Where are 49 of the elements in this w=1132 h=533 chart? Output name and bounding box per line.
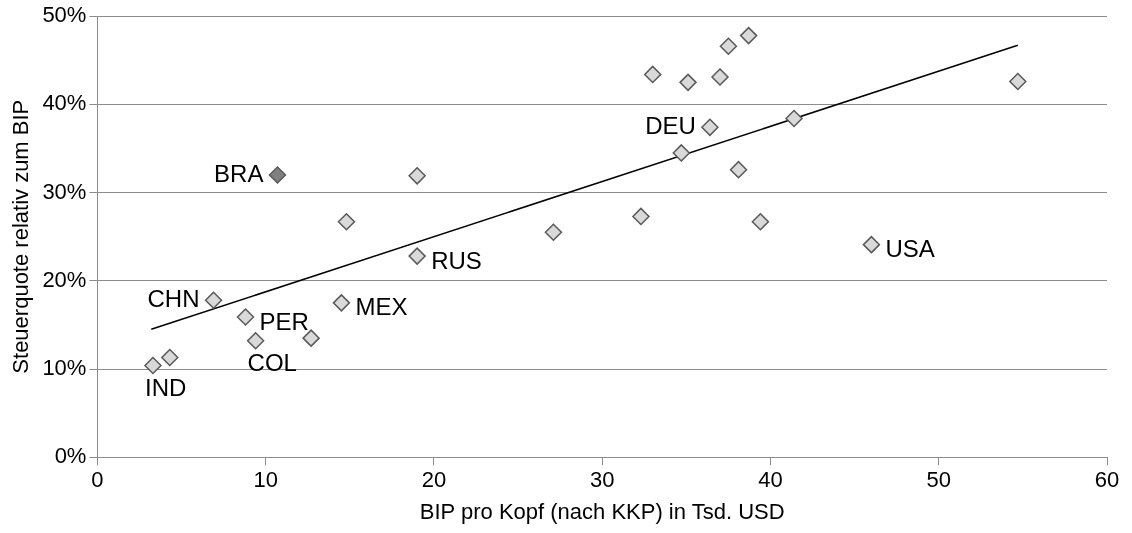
point [337, 212, 356, 231]
x-tick-label: 30 [589, 467, 615, 493]
point [544, 223, 563, 242]
annotation: RUS [431, 246, 482, 274]
point [1009, 72, 1027, 91]
point [408, 247, 426, 265]
point [739, 26, 758, 45]
point [862, 235, 881, 254]
y-tick-label: 0% [54, 443, 87, 469]
y-tick-label: 20% [42, 266, 87, 292]
point [672, 144, 691, 162]
annotation: CHN [147, 284, 200, 312]
annotation: IND [144, 374, 187, 402]
x-tick-label: 20 [421, 467, 447, 493]
x-tick-label: 40 [758, 467, 783, 493]
point [246, 332, 265, 350]
point [236, 308, 255, 326]
point [632, 207, 650, 226]
point [701, 118, 719, 137]
annotation: DEU [645, 111, 696, 139]
point [204, 291, 223, 309]
y-tick-label: 40% [42, 90, 87, 116]
x-axis-title: BIP pro Kopf (nach KKP) in Tsd. USD [419, 498, 785, 524]
point [302, 329, 320, 347]
annotation: MEX [355, 293, 408, 321]
y-axis-title: Steuerquote relativ zum BIP [8, 99, 34, 374]
y-tick-label: 30% [42, 178, 87, 204]
annotation: BRA [214, 159, 264, 187]
point [729, 160, 748, 179]
point [643, 65, 662, 84]
annotation: USA [885, 235, 935, 263]
annotation: COL [247, 349, 297, 377]
point [161, 348, 179, 367]
point [719, 37, 738, 55]
annotation: PER [259, 307, 309, 335]
point [408, 167, 426, 185]
point [751, 212, 770, 231]
y-tick-label: 50% [42, 2, 87, 28]
point [679, 73, 697, 92]
x-tick-label: 60 [1094, 467, 1120, 493]
point [268, 166, 287, 184]
x-tick-label: 10 [253, 467, 278, 493]
x-tick-label: 50 [926, 467, 951, 493]
point [785, 109, 803, 128]
y-tick-label: 10% [42, 355, 87, 381]
point [144, 356, 162, 375]
x-tick-label: 0 [91, 467, 104, 493]
point [711, 68, 729, 86]
point [332, 294, 351, 312]
